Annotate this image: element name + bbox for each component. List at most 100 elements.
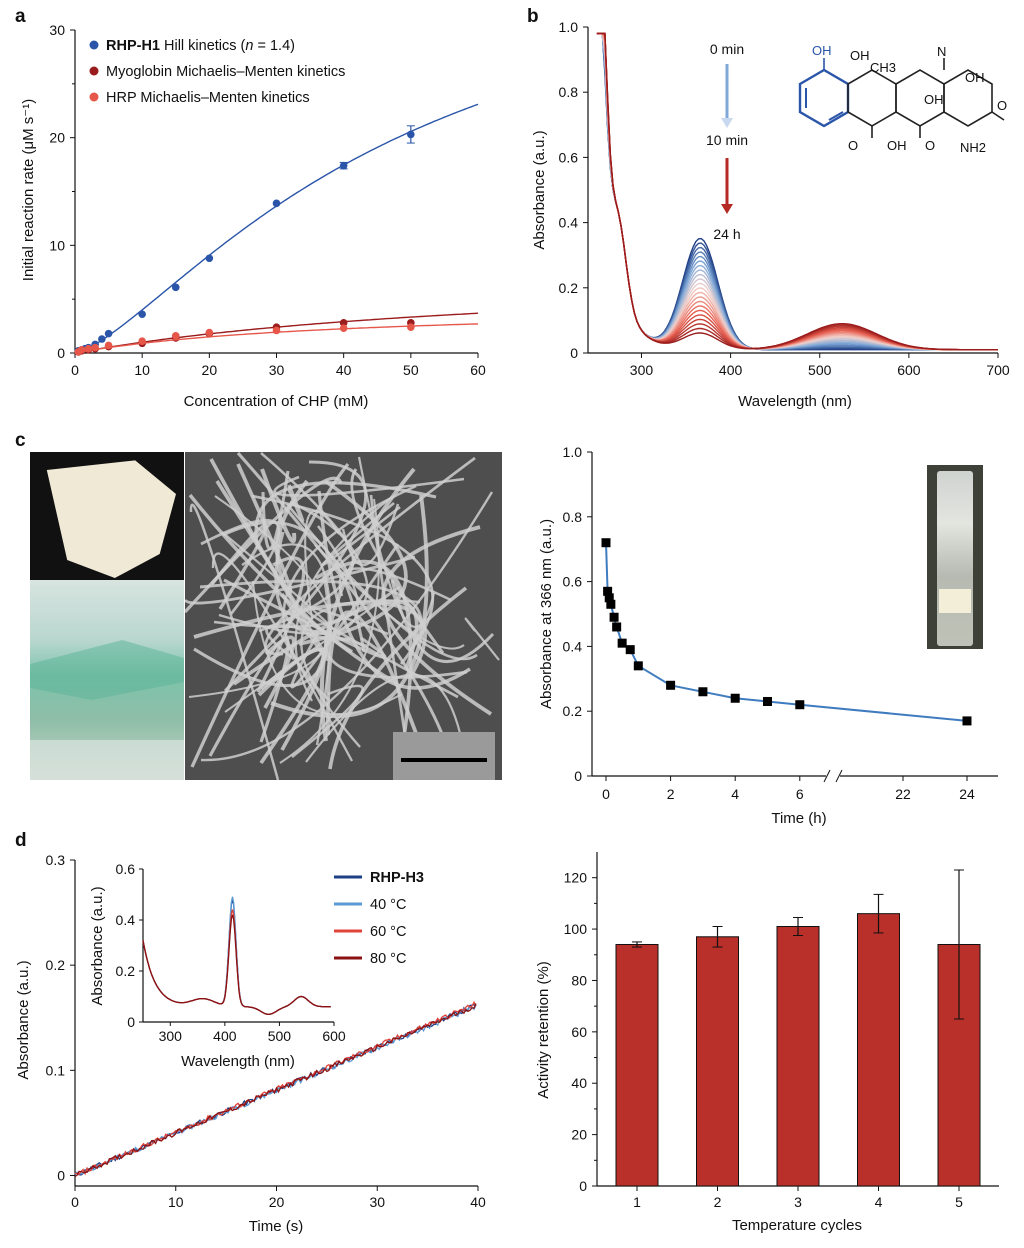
chart-b-xtick-label: 700 xyxy=(986,362,1010,378)
sem-fiber xyxy=(200,491,494,762)
sem-fiber xyxy=(261,470,290,550)
inset-ytick-label: 0 xyxy=(127,1014,135,1030)
chart-c-point xyxy=(612,622,622,632)
chart-d-legend-label: 80 °C xyxy=(370,951,406,967)
chart-c-ylabel: Absorbance at 366 nm (a.u.) xyxy=(538,519,555,709)
chart-d-ytick-label: 0.1 xyxy=(46,1062,66,1078)
chart-a-point xyxy=(84,344,93,353)
chart-d-xlabel: Time (s) xyxy=(249,1218,303,1235)
sem-fiber xyxy=(324,620,468,679)
chart-c-ytick-label: 0.6 xyxy=(563,574,583,590)
sem-fiber xyxy=(464,617,500,661)
chart-a: Concentration of CHP (mM) Initial reacti… xyxy=(20,22,486,410)
inset-ytick-label: 0.2 xyxy=(116,963,136,979)
annotation-24h: 24 h xyxy=(713,226,740,242)
chart-a-point xyxy=(407,130,415,139)
cuvette-photo xyxy=(927,465,983,649)
chart-d-xtick-label: 30 xyxy=(369,1194,385,1210)
arrow-red-head xyxy=(721,204,733,214)
chart-a-point xyxy=(339,161,348,170)
mol-label-oh4: OH xyxy=(924,92,944,107)
chart-b-ytick-label: 0 xyxy=(570,345,578,361)
chart-a-legend-text: Myoglobin Michaelis–Menten kinetics xyxy=(106,64,345,80)
chart-a-ytick-label: 20 xyxy=(49,130,65,146)
chart-bar-xtick-label: 3 xyxy=(794,1194,802,1210)
chart-c-point xyxy=(795,700,805,710)
chart-c-point xyxy=(606,599,616,609)
chart-bar-ytick-label: 100 xyxy=(564,921,588,937)
inset-xtick-label: 600 xyxy=(322,1028,346,1044)
chart-b-xtick-label: 300 xyxy=(630,362,654,378)
inset-xtick-label: 400 xyxy=(213,1028,237,1044)
chart-b: Wavelength (nm) Absorbance (a.u.) 0 min … xyxy=(531,19,1010,410)
mol-label-oh3: OH xyxy=(965,70,985,85)
chart-b-ytick-label: 0.8 xyxy=(559,84,579,100)
chart-bar-bar-4 xyxy=(857,913,900,1187)
chart-a-xtick-label: 20 xyxy=(202,362,218,378)
sem-fiber xyxy=(326,610,426,756)
chart-c-break xyxy=(823,769,831,783)
chart-a-point xyxy=(138,310,146,319)
chart-c-xlabel: Time (h) xyxy=(771,810,826,827)
chart-c-ytick-label: 0.8 xyxy=(563,509,583,525)
mol-label-o3: O xyxy=(997,98,1007,113)
mol-label-oh5: OH xyxy=(887,138,907,153)
chart-c-ytick-label: 0.2 xyxy=(563,703,583,719)
chart-a-ytick-label: 30 xyxy=(49,22,65,38)
chart-c-break xyxy=(835,769,843,783)
chart-bar-ylabel: Activity retention (%) xyxy=(535,961,552,1099)
chart-d-ytick-label: 0 xyxy=(57,1167,65,1183)
chart-a-point xyxy=(171,331,180,340)
chart-bar-xtick-label: 5 xyxy=(955,1194,963,1210)
chart-a-xtick-label: 50 xyxy=(403,362,419,378)
chart-d-legend-label: 40 °C xyxy=(370,897,406,913)
chart-a-point xyxy=(339,319,348,327)
chart-bar-ytick-label: 60 xyxy=(571,1024,587,1040)
mol-label-oh-phenol: OH xyxy=(812,43,832,58)
chart-d-xtick-label: 20 xyxy=(269,1194,285,1210)
chart-a-xtick-label: 0 xyxy=(71,362,79,378)
chart-a-point xyxy=(272,326,281,335)
ring-b xyxy=(847,69,897,127)
chart-d-xtick-label: 10 xyxy=(168,1194,184,1210)
ring-a-double2 xyxy=(828,111,844,121)
chart-a-point xyxy=(98,335,106,343)
chart-c-xtick-label: 4 xyxy=(731,786,739,802)
chart-d: Time (s) Absorbance (a.u.) 0 10 20 30 4000.1… xyxy=(15,852,486,1235)
chart-bar-xlabel: Temperature cycles xyxy=(732,1217,862,1234)
chart-a-ylabel: Initial reaction rate (μM s⁻¹) xyxy=(20,99,37,281)
chart-a-legend-text: RHP-H1 Hill kinetics (n = 1.4) xyxy=(106,38,295,54)
membrane-photo xyxy=(30,452,184,580)
inset-xtick-label: 300 xyxy=(159,1028,183,1044)
chart-a-point xyxy=(77,345,86,354)
chart-a-point xyxy=(339,324,348,333)
sem-fiber xyxy=(193,601,427,680)
chart-a-point xyxy=(205,328,214,337)
sem-fiber xyxy=(259,647,326,765)
chart-d-xtick-label: 0 xyxy=(71,1194,79,1210)
chart-d-series-3 xyxy=(74,1003,477,1178)
chart-d-xtick-label: 40 xyxy=(470,1194,486,1210)
panel-label-b: b xyxy=(527,6,539,27)
chart-bar-xtick-label: 2 xyxy=(714,1194,722,1210)
mol-label-n: N xyxy=(937,44,946,59)
sem-fiber xyxy=(222,520,366,653)
chart-c-xtick-label: 22 xyxy=(895,786,911,802)
chart-c-point xyxy=(763,696,772,706)
chart-c-point xyxy=(698,687,708,697)
panel-label-a: a xyxy=(15,6,26,27)
chart-bar-bar-1 xyxy=(615,943,659,1187)
chart-c-xtick-label: 6 xyxy=(796,786,804,802)
chart-d-ytick-label: 0.3 xyxy=(46,852,66,868)
chart-d-ylabel: Absorbance (a.u.) xyxy=(15,960,32,1079)
inset-bg xyxy=(143,869,334,1022)
chart-a-ytick-label: 10 xyxy=(49,237,65,253)
sem-fiber xyxy=(213,452,369,629)
chart-b-xtick-label: 400 xyxy=(719,362,743,378)
sem-fiber xyxy=(290,543,400,689)
chart-b-ytick-label: 0.2 xyxy=(559,280,579,296)
chart-c-point xyxy=(603,586,613,596)
chart-bar: Temperature cycles Activity retention (%… xyxy=(535,852,999,1234)
mol-label-o1: O xyxy=(848,138,858,153)
chart-c-xtick-label: 24 xyxy=(959,786,975,802)
